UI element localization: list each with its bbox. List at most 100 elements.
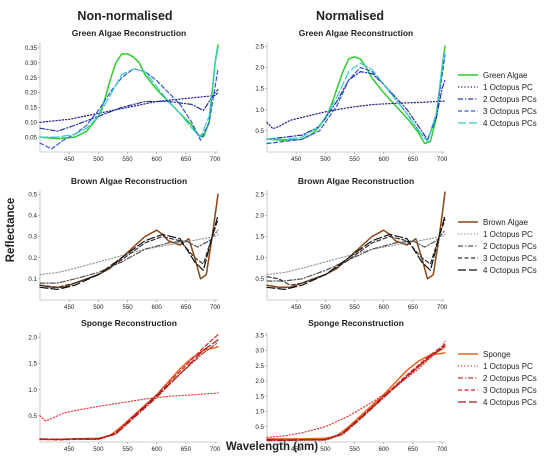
y-tick-label: 2.0 [255, 65, 264, 72]
chart-title: Green Algae Reconstruction [299, 28, 413, 38]
series-line-1-pc [39, 91, 219, 123]
series-line-1-pc [39, 392, 219, 422]
series-line-4-pc [266, 345, 446, 441]
y-tick-label: 0.20 [25, 90, 38, 97]
legend: Green Algae 1 Octopus PC 2 Octopus PCs 3 Oc… [458, 71, 537, 128]
legend: Brown Algae 1 Octopus PC 2 Octopus PCs 3 Oc… [458, 218, 537, 275]
x-tick-label: 500 [320, 446, 331, 453]
series-line-2-pc [39, 229, 219, 284]
x-tick-label: 500 [93, 156, 104, 163]
legend-label: 4 Octopus PCs [483, 398, 537, 407]
column-title-non-normalised: Non-normalised [77, 9, 172, 23]
x-tick-label: 600 [152, 446, 163, 453]
legend-label: Brown Algae [483, 218, 528, 227]
legend-label: 1 Octopus PC [483, 362, 533, 371]
legend-label: 4 Octopus PCs [483, 119, 537, 128]
x-tick-label: 550 [122, 304, 133, 311]
legend-label: 2 Octopus PCs [483, 95, 537, 104]
y-tick-label: 2.0 [28, 334, 37, 341]
x-tick-label: 450 [64, 304, 75, 311]
y-tick-label: 2.5 [255, 43, 264, 50]
y-tick-label: 1.0 [255, 255, 264, 262]
y-tick-label: 2.5 [255, 191, 264, 198]
y-tick-label: 0.25 [25, 75, 38, 82]
series-line-2-pc [266, 70, 446, 140]
x-tick-label: 600 [379, 446, 390, 453]
legend-label: Green Algae [483, 71, 528, 80]
y-tick-label: 0.30 [25, 60, 38, 67]
y-tick-label: 2.0 [255, 213, 264, 220]
series-line-3-pc [266, 219, 446, 286]
y-tick-label: 2.5 [255, 363, 264, 370]
y-tick-label: 1.5 [28, 361, 37, 368]
x-tick-label: 600 [152, 304, 163, 311]
panels: Green Algae Reconstruction 0.05 0.10 0.15 0.… [25, 28, 448, 453]
x-tick-label: 550 [349, 304, 360, 311]
x-tick-label: 600 [152, 156, 163, 163]
x-tick-label: 550 [349, 446, 360, 453]
x-tick-label: 700 [437, 156, 448, 163]
chart-panel: Sponge Reconstruction 0.5 1.0 1.5 2.0 2.5 3.0 3… [255, 318, 447, 453]
x-tick-label: 650 [181, 446, 192, 453]
legend-label: 1 Octopus PC [483, 83, 533, 92]
x-tick-label: 600 [379, 156, 390, 163]
legend-label: 3 Octopus PCs [483, 386, 537, 395]
series-line-2-pc [39, 341, 219, 440]
legend: Sponge 1 Octopus PC 2 Octopus PCs 3 Octopus… [458, 350, 537, 407]
legend-label: 1 Octopus PC [483, 230, 533, 239]
y-tick-label: 0.10 [25, 119, 38, 126]
series-line-measured [39, 345, 219, 441]
legend-label: 2 Octopus PCs [483, 242, 537, 251]
series-line-3-pc [39, 68, 219, 150]
x-tick-label: 450 [291, 446, 302, 453]
y-tick-label: 0.4 [28, 213, 37, 220]
x-tick-label: 450 [64, 156, 75, 163]
y-tick-label: 2.0 [255, 378, 264, 385]
chart-title: Brown Algae Reconstruction [71, 176, 187, 186]
y-tick-label: 1.0 [255, 107, 264, 114]
series-line-measured [266, 352, 446, 440]
y-tick-label: 1.0 [28, 387, 37, 394]
y-tick-label: 0.15 [25, 105, 38, 112]
y-tick-label: 1.5 [255, 393, 264, 400]
x-tick-label: 500 [320, 304, 331, 311]
series-line-measured [266, 45, 446, 145]
chart-panel: Green Algae Reconstruction 0.05 0.10 0.15 0.… [25, 28, 221, 163]
y-tick-label: 0.05 [25, 134, 38, 141]
legends: Green Algae 1 Octopus PC 2 Octopus PCs 3 Oc… [458, 71, 537, 407]
chart-title: Green Algae Reconstruction [72, 28, 186, 38]
x-tick-label: 450 [291, 304, 302, 311]
y-tick-label: 0.5 [28, 413, 37, 420]
series-line-3-pc [266, 54, 446, 145]
chart-panel: Brown Algae Reconstruction 0.5 1.0 1.5 2.0 2.… [255, 176, 447, 311]
x-tick-label: 550 [122, 446, 133, 453]
y-tick-label: 3.5 [255, 332, 264, 339]
legend-label: 2 Octopus PCs [483, 374, 537, 383]
x-tick-label: 500 [93, 304, 104, 311]
x-tick-label: 700 [210, 304, 221, 311]
series-line-4-pc [39, 339, 219, 440]
chart-panel: Sponge Reconstruction 0.5 1.0 1.5 2.0 450 500 5… [28, 318, 220, 453]
x-tick-label: 500 [93, 446, 104, 453]
y-tick-label: 1.0 [255, 409, 264, 416]
series-line-3-pc [266, 343, 446, 441]
x-tick-label: 500 [320, 156, 331, 163]
legend-label: 3 Octopus PCs [483, 254, 537, 263]
chart-title: Brown Algae Reconstruction [298, 176, 414, 186]
x-tick-label: 650 [181, 156, 192, 163]
x-tick-label: 700 [210, 156, 221, 163]
y-tick-label: 0.5 [255, 276, 264, 283]
x-tick-label: 650 [181, 304, 192, 311]
series-line-measured [266, 191, 446, 289]
chart-title: Sponge Reconstruction [308, 318, 404, 328]
y-tick-label: 1.5 [255, 234, 264, 241]
x-axis-label: Wavelength (nm) [226, 441, 318, 453]
x-tick-label: 700 [437, 446, 448, 453]
series-line-1-pc [266, 100, 446, 130]
x-tick-label: 450 [291, 156, 302, 163]
series-line-2-pc [39, 88, 219, 132]
y-tick-label: 0.2 [28, 255, 37, 262]
series-line-3-pc [39, 334, 219, 441]
y-tick-label: 0.5 [255, 128, 264, 135]
